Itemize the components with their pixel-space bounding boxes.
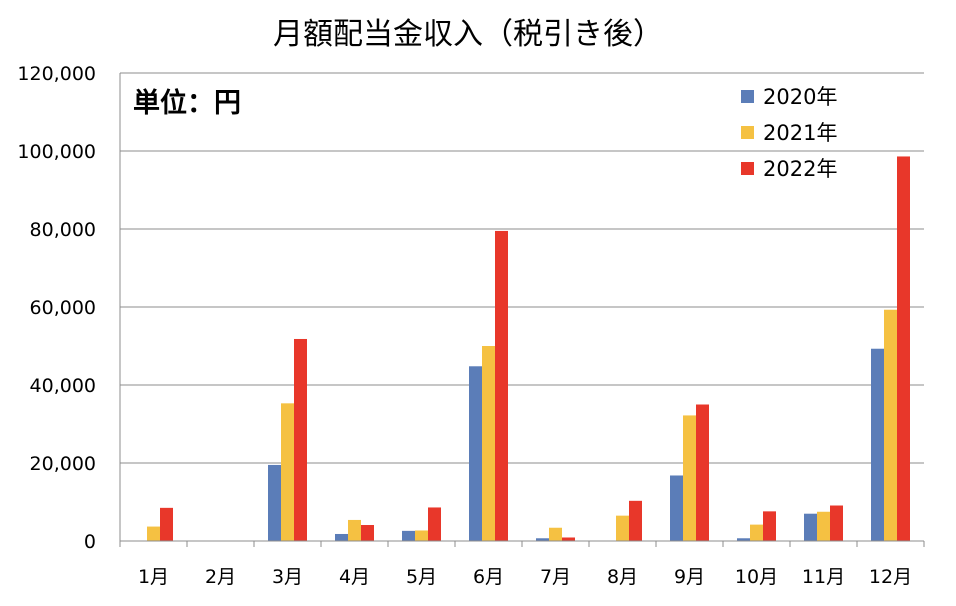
y-tick-label: 20,000 (30, 453, 96, 475)
grid-lines (120, 72, 924, 464)
bar (294, 338, 307, 541)
x-tick-label: 10月 (735, 566, 778, 588)
bar (335, 533, 348, 541)
y-tick-label: 0 (84, 531, 96, 553)
x-axis-ticks: 1月 2月 3月 4月 5月 6月 7月 8月 9月 10月 11月 12月 (138, 566, 912, 588)
legend-label: 2020年 (763, 85, 837, 109)
bar (670, 475, 683, 541)
legend-swatch (741, 162, 754, 175)
bar (871, 348, 884, 541)
x-tick-label: 12月 (869, 566, 912, 588)
bar (562, 537, 575, 541)
bar (361, 525, 374, 541)
y-tick-label: 40,000 (30, 375, 96, 397)
bar (750, 524, 763, 541)
bar (428, 507, 441, 541)
x-tick-label: 2月 (205, 566, 236, 588)
axes (119, 73, 925, 547)
y-tick-label: 120,000 (17, 63, 96, 85)
legend: 2020年 2021年 2022年 (741, 85, 837, 181)
chart-title: 月額配当金収入（税引き後） (273, 17, 663, 52)
bar (415, 530, 428, 541)
bar (495, 230, 508, 541)
bar (884, 309, 897, 541)
legend-label: 2021年 (763, 121, 837, 145)
bar (629, 500, 642, 541)
y-tick-label: 60,000 (30, 297, 96, 319)
bar (160, 507, 173, 541)
bar (536, 538, 549, 541)
bar (830, 505, 843, 541)
bar (683, 415, 696, 541)
bar (549, 527, 562, 541)
bar (348, 519, 361, 541)
bar (817, 511, 830, 541)
bar (804, 513, 817, 541)
bar (281, 403, 294, 541)
x-tick-label: 5月 (406, 566, 437, 588)
legend-label: 2022年 (763, 157, 837, 181)
x-tick-label: 4月 (339, 566, 370, 588)
x-tick-label: 3月 (272, 566, 303, 588)
x-tick-label: 1月 (138, 566, 169, 588)
x-tick-label: 11月 (802, 566, 845, 588)
bar (268, 464, 281, 541)
bar (897, 156, 910, 541)
legend-swatch (741, 126, 754, 139)
y-tick-label: 100,000 (17, 141, 96, 163)
bar (696, 404, 709, 541)
bar (147, 526, 160, 541)
bar (482, 346, 495, 541)
bar (763, 511, 776, 541)
x-tick-label: 7月 (540, 566, 571, 588)
y-tick-label: 80,000 (30, 219, 96, 241)
bar (616, 515, 629, 541)
legend-swatch (741, 90, 754, 103)
bar (402, 530, 415, 541)
x-tick-label: 9月 (674, 566, 705, 588)
bar (737, 538, 750, 541)
bars (147, 156, 910, 541)
bar (469, 366, 482, 541)
y-axis-ticks: 0 20,000 40,000 60,000 80,000 100,000 120,000 (17, 63, 96, 553)
x-tick-label: 8月 (607, 566, 638, 588)
x-tick-label: 6月 (473, 566, 504, 588)
unit-label: 単位：円 (133, 87, 241, 119)
